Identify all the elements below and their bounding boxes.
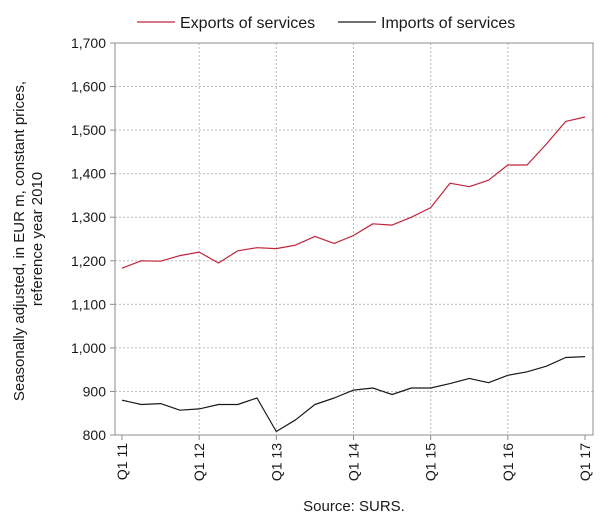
series-line-imports [121, 356, 586, 433]
y-tick-label: 1,500 [71, 122, 106, 138]
gridlines [115, 43, 593, 435]
y-tick-label: 900 [83, 383, 107, 399]
legend-label-exports: Exports of services [180, 15, 315, 32]
y-tick-label: 1,300 [71, 209, 106, 225]
x-tick-label: Q1 15 [423, 443, 439, 481]
y-tick-label: 1,600 [71, 79, 106, 95]
x-tick-label: Q1 17 [577, 443, 593, 481]
y-tick-label: 1,700 [71, 35, 106, 51]
y-tick-label: 1,000 [71, 340, 106, 356]
legend-label-imports: Imports of services [381, 15, 515, 32]
y-tick-label: 1,400 [71, 166, 106, 182]
x-tick-label: Q1 13 [268, 443, 284, 481]
x-tick-label: Q1 16 [500, 443, 516, 481]
y-axis-title: Seasonally adjusted, in EUR m, constant … [11, 77, 46, 401]
series-line-exports [121, 116, 586, 269]
x-axis-ticks: Q1 11 Q1 12 Q1 13 Q1 14 Q1 15 Q1 16 Q1 17 [114, 435, 593, 481]
x-tick-label: Q1 11 [114, 443, 130, 480]
y-tick-label: 1,200 [71, 253, 106, 269]
source-note: Source: SURS. [303, 498, 405, 515]
x-tick-label: Q1 14 [346, 443, 362, 481]
y-axis-ticks: 800 900 1,000 1,100 1,200 1,300 1,400 1,500 1,60… [71, 35, 115, 443]
y-tick-label: 800 [83, 427, 107, 443]
legend: Exports of services Imports of services [137, 15, 515, 32]
series-lines [121, 116, 586, 433]
y-tick-label: 1,100 [71, 296, 106, 312]
x-tick-label: Q1 12 [191, 443, 207, 481]
